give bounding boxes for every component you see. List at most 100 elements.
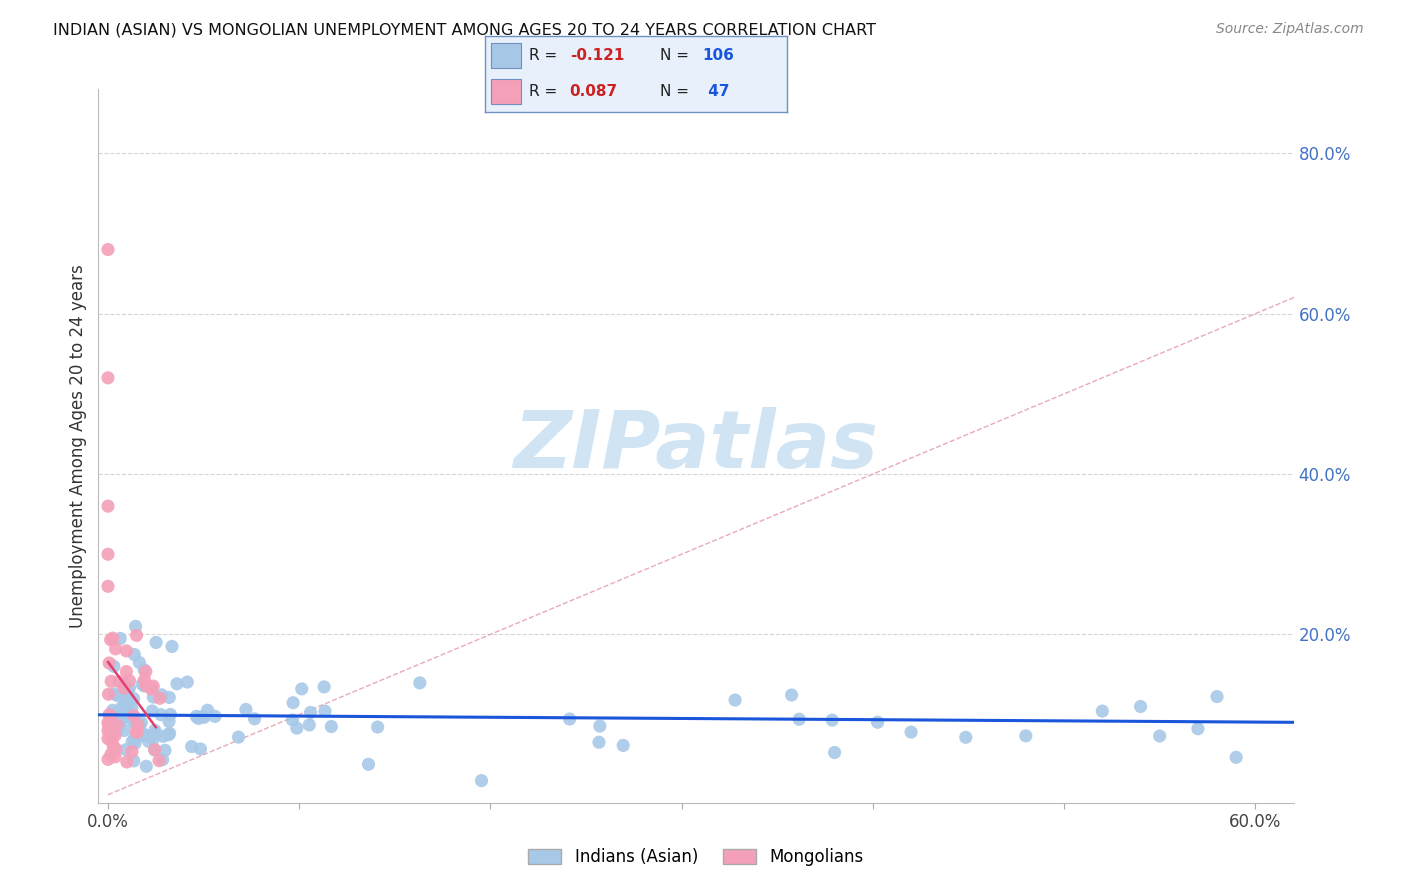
Point xyxy=(97,243,120,257)
Point xyxy=(122,691,145,706)
Point xyxy=(166,677,188,691)
Point xyxy=(115,665,138,679)
Point xyxy=(228,730,250,744)
Text: INDIAN (ASIAN) VS MONGOLIAN UNEMPLOYMENT AMONG AGES 20 TO 24 YEARS CORRELATION C: INDIAN (ASIAN) VS MONGOLIAN UNEMPLOYMENT… xyxy=(53,22,876,37)
Point xyxy=(104,742,127,756)
Point xyxy=(321,719,343,733)
Point xyxy=(138,734,160,748)
Point xyxy=(98,656,121,670)
Point xyxy=(157,714,180,729)
Point xyxy=(121,734,143,748)
Point xyxy=(787,712,810,726)
Point xyxy=(114,696,136,710)
Point xyxy=(129,729,152,743)
Point xyxy=(135,665,157,679)
Point xyxy=(134,673,156,687)
Point xyxy=(103,659,125,673)
Point xyxy=(129,715,152,730)
Point xyxy=(152,729,174,743)
Point xyxy=(157,728,180,742)
Text: 0.087: 0.087 xyxy=(569,84,617,98)
Point xyxy=(127,718,149,732)
Point xyxy=(291,681,314,696)
Point xyxy=(135,679,157,693)
Point xyxy=(124,716,146,731)
Point xyxy=(105,718,128,732)
Point xyxy=(97,579,120,593)
Point xyxy=(97,715,120,730)
Point xyxy=(122,708,145,723)
Point xyxy=(285,721,308,735)
Point xyxy=(197,703,219,717)
Text: -0.121: -0.121 xyxy=(569,48,624,63)
Point xyxy=(135,728,157,742)
Point xyxy=(104,749,127,764)
Point xyxy=(589,719,612,733)
Point xyxy=(141,682,163,697)
Legend: Indians (Asian), Mongolians: Indians (Asian), Mongolians xyxy=(522,842,870,873)
Point xyxy=(409,676,432,690)
Point xyxy=(105,689,128,703)
Point xyxy=(97,687,120,701)
Point xyxy=(104,641,127,656)
Point xyxy=(186,709,208,723)
Point xyxy=(103,687,125,701)
Point xyxy=(110,632,132,646)
Point xyxy=(118,673,141,688)
Point xyxy=(115,644,138,658)
Point xyxy=(558,712,581,726)
Point xyxy=(97,547,120,561)
Point xyxy=(142,679,165,693)
Point xyxy=(176,675,198,690)
Point xyxy=(1187,722,1209,736)
Point xyxy=(157,690,180,705)
Text: Source: ZipAtlas.com: Source: ZipAtlas.com xyxy=(1216,22,1364,37)
Point xyxy=(180,739,202,754)
Point xyxy=(124,648,146,662)
Point xyxy=(141,704,163,718)
Point xyxy=(97,752,120,766)
FancyBboxPatch shape xyxy=(491,44,522,69)
Point xyxy=(100,747,122,761)
Point xyxy=(142,690,165,704)
Text: N =: N = xyxy=(661,84,695,98)
Point xyxy=(314,680,336,694)
Point xyxy=(142,732,165,747)
Point xyxy=(115,710,138,724)
Point xyxy=(470,773,492,788)
Point xyxy=(101,735,124,749)
Point xyxy=(150,688,173,702)
Point xyxy=(124,731,146,745)
Point xyxy=(97,499,120,513)
Point xyxy=(1091,704,1114,718)
Point xyxy=(108,674,131,689)
Point xyxy=(114,677,136,691)
Point xyxy=(101,703,124,717)
Point xyxy=(780,688,803,702)
Point xyxy=(153,743,176,757)
Point xyxy=(1129,699,1152,714)
Point xyxy=(159,726,181,740)
Point xyxy=(281,696,304,710)
Point xyxy=(145,635,167,649)
Point xyxy=(124,736,146,750)
Point xyxy=(100,674,122,689)
Point xyxy=(112,723,135,738)
Point xyxy=(193,710,215,724)
Y-axis label: Unemployment Among Ages 20 to 24 years: Unemployment Among Ages 20 to 24 years xyxy=(69,264,87,628)
Point xyxy=(125,724,148,739)
Point xyxy=(588,735,610,749)
Point xyxy=(110,705,132,719)
Point xyxy=(107,717,129,731)
Point xyxy=(145,726,167,740)
Point xyxy=(103,739,125,754)
Point xyxy=(111,714,134,728)
Text: ZIPatlas: ZIPatlas xyxy=(513,407,879,485)
Point xyxy=(100,732,122,747)
Point xyxy=(100,709,122,723)
Point xyxy=(824,746,846,760)
Point xyxy=(110,700,132,714)
Point xyxy=(1225,750,1247,764)
Point xyxy=(122,754,145,768)
Point xyxy=(100,632,122,647)
